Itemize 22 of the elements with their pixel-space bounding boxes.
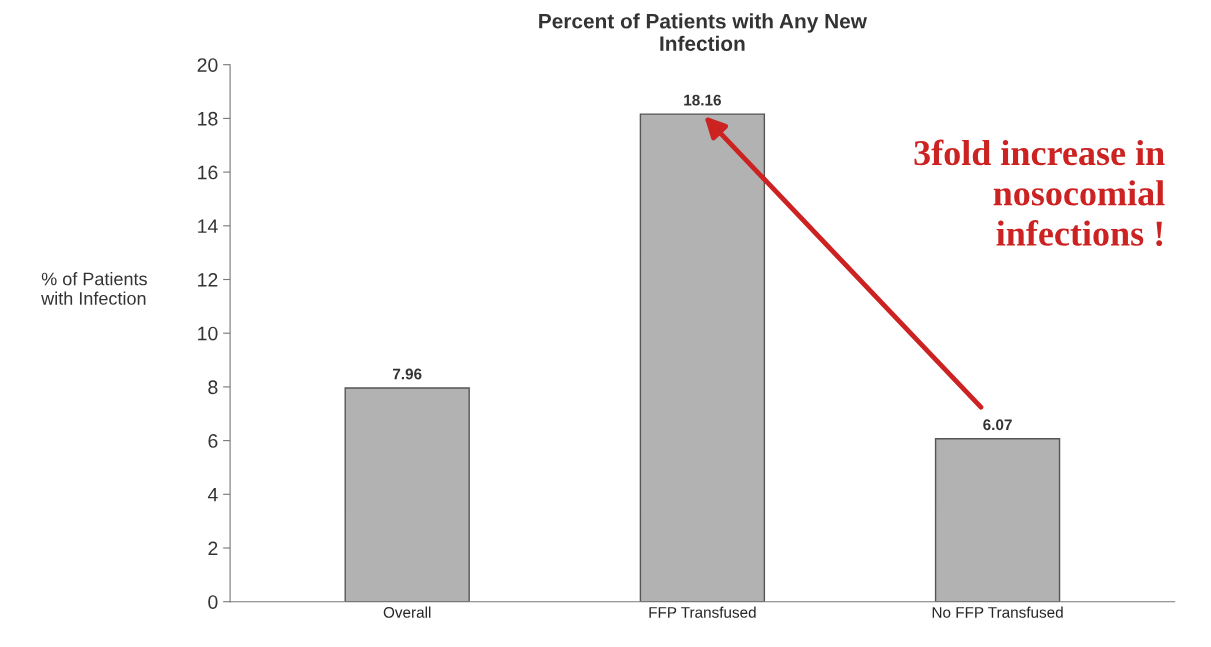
y-tick-label: 4 (207, 487, 218, 502)
x-tick-label: FFP Transfused (649, 606, 756, 618)
x-tick-label: No FFP Transfused (932, 606, 1063, 618)
y-tick-label: 0 (208, 595, 218, 609)
y-tick-label: 16 (198, 165, 218, 180)
y-tick-label: 8 (208, 380, 218, 395)
x-tick-label: Overall (383, 606, 431, 618)
y-tick-label: 2 (208, 541, 218, 556)
bar (934, 438, 1061, 602)
y-tick-label: 18 (198, 111, 218, 126)
data-label: 7.96 (392, 368, 422, 380)
chart-title: Percent of Patients with Any New Infection (539, 13, 867, 52)
y-tick-label: 12 (198, 272, 218, 287)
y-axis-title: % of Patients with Infection (41, 272, 147, 305)
data-label: 18.16 (684, 94, 721, 106)
y-tick-label: 14 (198, 219, 218, 233)
y-tick-label: 6 (208, 434, 218, 448)
annotation: 3fold increase in nosocomial infections ! (914, 139, 1165, 246)
y-tick-label: 20 (197, 58, 218, 72)
data-label: 6.07 (983, 419, 1012, 431)
bar (344, 387, 470, 602)
y-tick-label: 10 (198, 326, 218, 341)
